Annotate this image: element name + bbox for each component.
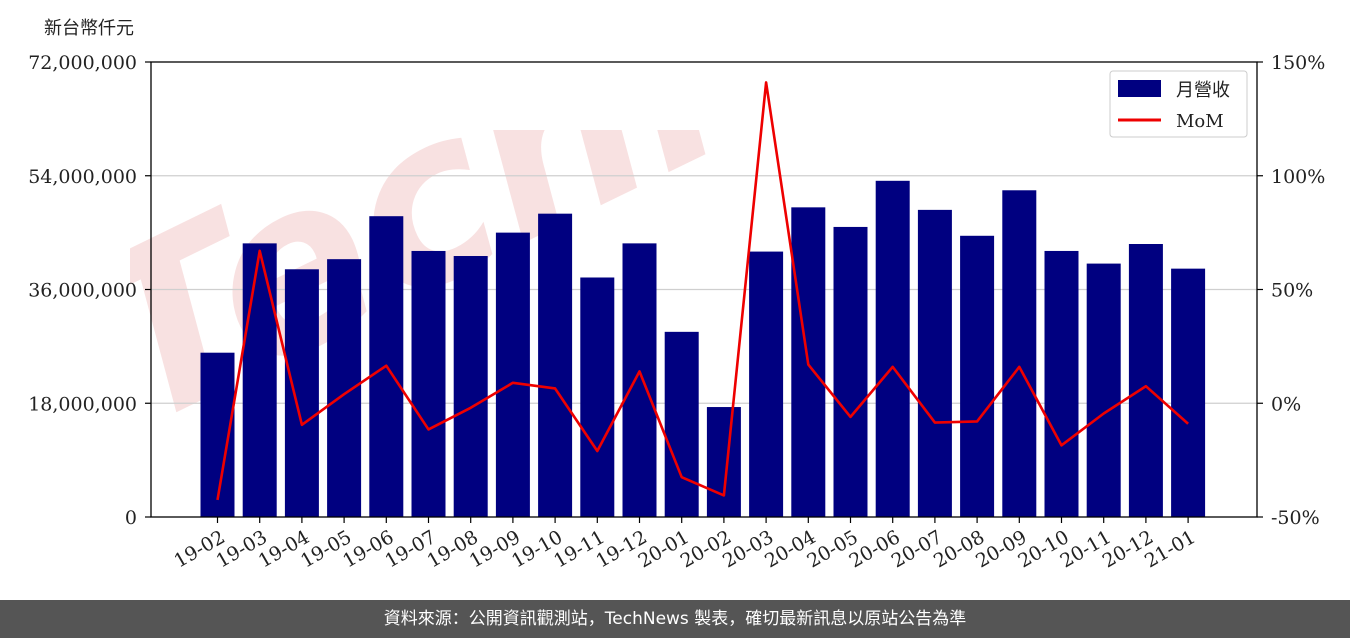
revenue-bar [917,209,952,517]
legend-line-label: MoM [1176,111,1224,132]
revenue-chart: 0 18,000,000 36,000,000 54,000,000 72,000,00… [28,52,1325,572]
right-tick-label: 0% [1271,393,1301,415]
right-tick-label: 100% [1271,166,1325,188]
revenue-bar [1128,244,1163,517]
revenue-bar [453,256,488,517]
revenue-bar [622,243,657,518]
mom-line-layer [216,81,1189,501]
legend-bar-swatch [1118,80,1161,97]
left-tick-label: 54,000,000 [28,166,137,188]
bars [200,180,1206,518]
right-tick-label: 50% [1271,280,1313,302]
legend: 月營收 MoM [1109,70,1248,138]
revenue-bar [284,269,319,517]
left-tick-label: 36,000,000 [28,280,137,302]
y-axis-unit-label: 新台幣仟元 [44,18,134,39]
revenue-bar [538,213,573,517]
revenue-bar [580,277,615,517]
revenue-bar [960,235,995,517]
left-tick-label: 18,000,000 [28,393,137,415]
revenue-bar [242,243,277,518]
revenue-bar [1044,250,1079,517]
revenue-bar [1171,268,1206,517]
left-tick-label: 0 [125,507,137,529]
mom-line [216,81,1189,501]
revenue-bar [749,251,784,518]
source-footer: 資料來源：公開資訊觀測站，TechNews 製表，確切最新訊息以原站公告為準 [0,600,1350,638]
left-tick-label: 72,000,000 [28,52,137,74]
revenue-bar [327,259,362,517]
revenue-bar [495,232,530,517]
revenue-bar [1086,263,1121,517]
revenue-bar [1002,190,1037,517]
revenue-bar [706,407,741,517]
right-tick-label: -50% [1271,507,1320,529]
legend-bar-label: 月營收 [1176,80,1230,101]
right-tick-label: 150% [1271,52,1325,74]
revenue-bar [411,250,446,517]
revenue-bar [875,180,910,518]
revenue-bar [833,226,868,517]
revenue-bar [664,331,699,517]
